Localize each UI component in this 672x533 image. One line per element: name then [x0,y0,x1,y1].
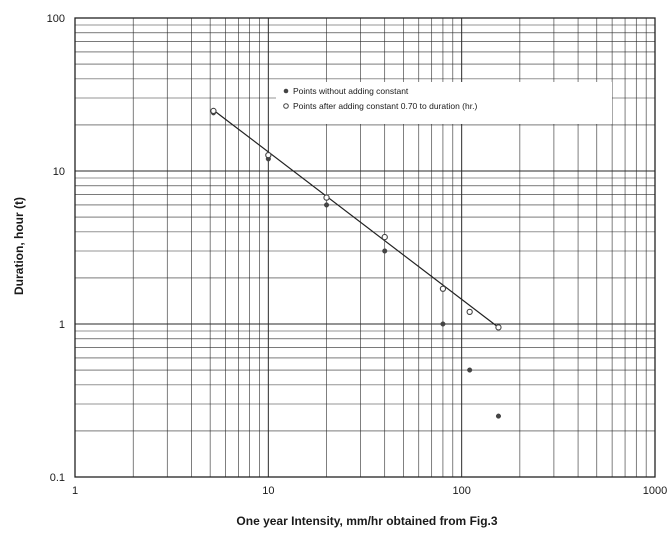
legend-label-filled: Points without adding constant [293,86,409,96]
data-point-open [495,324,502,331]
data-point-filled [440,321,446,327]
legend-marker-open [283,103,289,109]
fit-line [213,109,499,328]
data-point-open [265,151,272,159]
x-tick-label: 10 [262,485,274,497]
data-point-filled [323,202,330,208]
y-axis-label: Duration, hour (t) [12,197,26,295]
data-points [210,107,502,419]
legend-label-open: Points after adding constant 0.70 to dur… [293,101,477,111]
x-axis-label: One year Intensity, mm/hr obtained from … [236,514,497,528]
data-point-open [323,194,330,201]
legend-background [276,82,612,124]
y-tick-label: 10 [53,166,65,178]
data-point-open [439,285,447,292]
data-point-filled [495,413,502,419]
legend-marker-filled [283,88,289,94]
x-tick-label: 1000 [643,485,667,497]
legend: Points without adding constant Points af… [276,82,612,124]
tick-labels: 1 10 100 1000 0.1 1 10 100 [47,13,668,497]
x-tick-label: 100 [452,485,470,497]
x-tick-label: 1 [72,485,78,497]
data-point-open [466,308,473,316]
y-tick-label: 1 [59,319,65,331]
data-point-filled [382,248,388,254]
data-point-open [381,233,388,241]
plot-frame [74,17,656,478]
y-tick-label: 100 [47,13,65,25]
y-tick-label: 0.1 [50,472,65,484]
data-point-filled [467,367,473,373]
data-point-open [210,107,217,115]
